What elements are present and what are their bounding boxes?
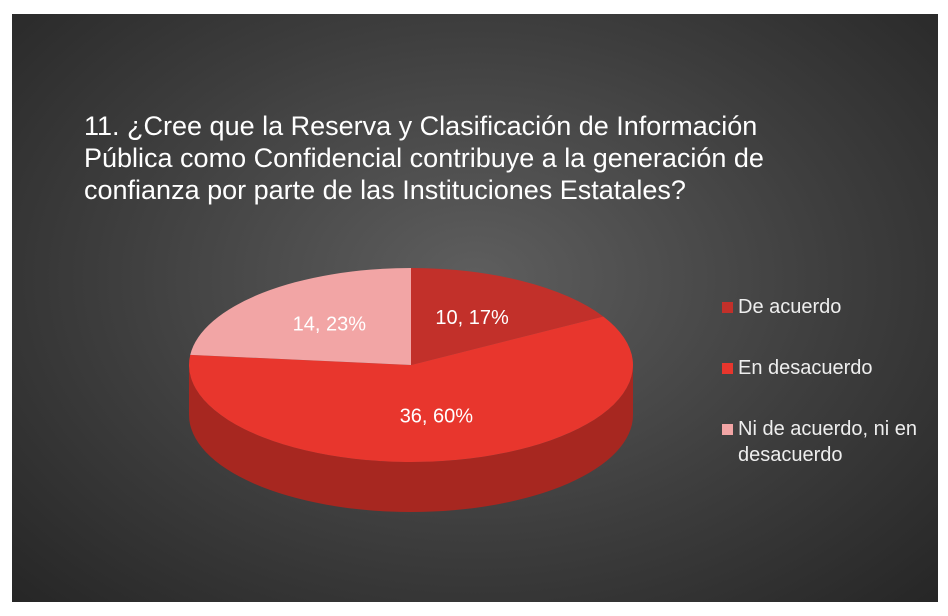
chart-panel: 11. ¿Cree que la Reserva y Clasificación… xyxy=(12,14,938,602)
legend-item: En desacuerdo xyxy=(722,355,922,381)
pie-area: 10, 17% 36, 60% 14, 23% xyxy=(189,268,633,512)
data-label: 14, 23% xyxy=(293,314,367,336)
legend-label: Ni de acuerdo, ni en desacuerdo xyxy=(738,418,918,466)
legend-label: De acuerdo xyxy=(738,296,842,318)
legend-swatch xyxy=(722,363,733,374)
legend-swatch xyxy=(722,302,733,313)
data-label: 36, 60% xyxy=(400,405,474,427)
pie-slice xyxy=(189,316,633,462)
legend-swatch xyxy=(722,424,733,435)
legend-item: De acuerdo xyxy=(722,294,922,320)
chart-title: 11. ¿Cree que la Reserva y Clasificación… xyxy=(84,111,764,205)
pie-slice-side xyxy=(189,365,633,512)
legend-label: En desacuerdo xyxy=(738,357,873,379)
pie-slice xyxy=(411,268,604,365)
data-label: 10, 17% xyxy=(435,307,509,329)
legend-item: Ni de acuerdo, ni en desacuerdo xyxy=(722,416,922,468)
pie-slice xyxy=(190,268,411,365)
legend: De acuerdo En desacuerdo Ni de acuerdo, ni… xyxy=(722,294,922,503)
